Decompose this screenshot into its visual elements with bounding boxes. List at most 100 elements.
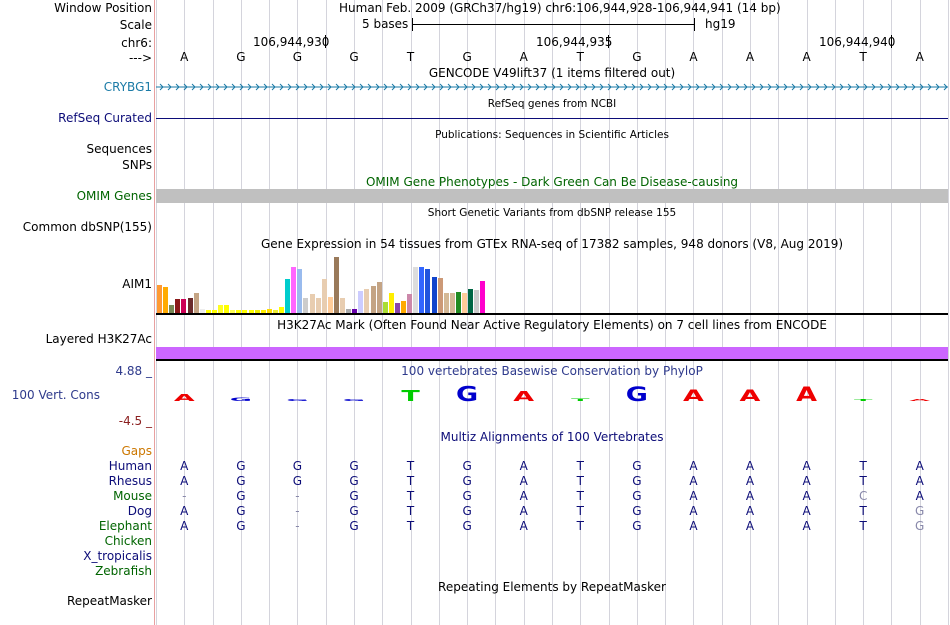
- gtex-tissue-bar[interactable]: [303, 298, 309, 313]
- gtex-tissue-bar[interactable]: [455, 292, 461, 313]
- phylop-label[interactable]: 100 Vert. Cons: [11, 388, 100, 402]
- dbsnp-label[interactable]: Common dbSNP(155): [22, 220, 152, 234]
- multiz-species-label[interactable]: Human: [108, 459, 152, 473]
- gtex-tissue-bar[interactable]: [419, 267, 425, 313]
- omim-track-title[interactable]: OMIM Gene Phenotypes - Dark Green Can Be…: [365, 175, 739, 189]
- gtex-tissue-bar[interactable]: [272, 310, 278, 313]
- multiz-base: A: [802, 459, 811, 473]
- repeatmasker-track-title[interactable]: Repeating Elements by RepeatMasker: [438, 580, 666, 594]
- multiz-gaps-label[interactable]: Gaps: [121, 444, 152, 458]
- publications-sequences-label[interactable]: Sequences: [86, 142, 152, 156]
- multiz-species-label[interactable]: Rhesus: [108, 474, 152, 488]
- gtex-tissue-bar[interactable]: [199, 309, 205, 313]
- gtex-tissue-bar[interactable]: [224, 305, 230, 313]
- phylop-track-title[interactable]: 100 vertebrates Basewise Conservation by…: [401, 364, 703, 378]
- gtex-gene-label[interactable]: AIM1: [122, 277, 152, 291]
- gtex-tissue-bar[interactable]: [407, 294, 413, 313]
- dbsnp-track-title[interactable]: Short Genetic Variants from dbSNP releas…: [427, 207, 677, 219]
- gtex-tissue-bar[interactable]: [218, 305, 224, 313]
- gencode-gene-feature[interactable]: [156, 80, 948, 94]
- gtex-tissue-bar[interactable]: [468, 289, 474, 313]
- multiz-track-title[interactable]: Multiz Alignments of 100 Vertebrates: [440, 430, 664, 444]
- publications-track-title[interactable]: Publications: Sequences in Scientific Ar…: [435, 129, 669, 141]
- gencode-track-title[interactable]: GENCODE V49lift37 (1 items filtered out): [428, 66, 676, 80]
- multiz-species-label[interactable]: Dog: [127, 504, 152, 518]
- refseq-curated-label[interactable]: RefSeq Curated: [58, 111, 152, 125]
- gtex-tissue-bar[interactable]: [205, 310, 211, 313]
- multiz-base: A: [689, 489, 698, 503]
- gtex-tissue-bar[interactable]: [358, 291, 364, 313]
- h3k27ac-label[interactable]: Layered H3K27Ac: [45, 332, 152, 346]
- gtex-tissue-bar[interactable]: [443, 293, 449, 313]
- refseq-track-title[interactable]: RefSeq genes from NCBI: [487, 98, 617, 110]
- multiz-species-label[interactable]: Chicken: [104, 534, 152, 548]
- gtex-tissue-bar[interactable]: [285, 279, 291, 313]
- gtex-tissue-bar[interactable]: [291, 267, 297, 313]
- gtex-tissue-bar[interactable]: [260, 310, 266, 313]
- gtex-tissue-bar[interactable]: [431, 277, 437, 313]
- gtex-tissue-bar[interactable]: [333, 257, 339, 313]
- gtex-tissue-bar[interactable]: [382, 302, 388, 313]
- gtex-tissue-bar[interactable]: [175, 299, 181, 313]
- gtex-tissue-bar[interactable]: [279, 307, 285, 313]
- scale-label: Scale: [119, 18, 152, 32]
- repeatmasker-label[interactable]: RepeatMasker: [66, 594, 152, 608]
- multiz-base: G: [349, 519, 359, 533]
- multiz-base: A: [180, 459, 189, 473]
- gtex-tissue-bar[interactable]: [321, 279, 327, 313]
- gencode-gene-label[interactable]: CRYBG1: [103, 80, 152, 94]
- gtex-tissue-bar[interactable]: [388, 293, 394, 313]
- gtex-tissue-bar[interactable]: [236, 310, 242, 313]
- multiz-base: G: [915, 519, 925, 533]
- omim-feature-bar[interactable]: [156, 189, 948, 203]
- h3k27ac-signal-bar[interactable]: [156, 347, 948, 359]
- gtex-tissue-bar[interactable]: [437, 278, 443, 313]
- multiz-species-label[interactable]: Zebrafish: [95, 564, 152, 578]
- gtex-tissue-bar[interactable]: [163, 287, 169, 313]
- gtex-track-title[interactable]: Gene Expression in 54 tissues from GTEx …: [260, 237, 844, 251]
- gtex-tissue-bar[interactable]: [248, 310, 254, 313]
- h3k27ac-track-title[interactable]: H3K27Ac Mark (Often Found Near Active Re…: [277, 318, 827, 332]
- gtex-tissue-bar[interactable]: [346, 309, 352, 313]
- gtex-tissue-bar[interactable]: [376, 282, 382, 313]
- gtex-tissue-bar[interactable]: [211, 310, 217, 313]
- gtex-tissue-bar[interactable]: [394, 303, 400, 313]
- gtex-tissue-bar[interactable]: [480, 281, 486, 313]
- gtex-tissue-bar[interactable]: [327, 297, 333, 313]
- gtex-tissue-bar[interactable]: [474, 290, 480, 313]
- gtex-tissue-bar[interactable]: [449, 293, 455, 313]
- gtex-tissue-bar[interactable]: [187, 298, 193, 313]
- gtex-tissue-bar[interactable]: [315, 298, 321, 313]
- gtex-tissue-bar[interactable]: [413, 267, 419, 313]
- gtex-tissue-bar[interactable]: [340, 298, 346, 313]
- multiz-base: A: [915, 474, 924, 488]
- multiz-species-label[interactable]: Elephant: [98, 519, 152, 533]
- gtex-tissue-bar[interactable]: [242, 310, 248, 313]
- publications-snps-label[interactable]: SNPs: [122, 158, 152, 172]
- multiz-base: G: [632, 459, 642, 473]
- gtex-tissue-bar[interactable]: [425, 269, 431, 313]
- gtex-tissue-bar[interactable]: [266, 309, 272, 313]
- multiz-species-label[interactable]: X_tropicalis: [83, 549, 152, 563]
- phylop-base-glyph: G: [343, 398, 365, 402]
- gtex-tissue-bar[interactable]: [401, 301, 407, 313]
- gtex-tissue-bar[interactable]: [309, 294, 315, 313]
- gtex-tissue-bar[interactable]: [462, 293, 468, 313]
- gtex-tissue-bar[interactable]: [352, 309, 358, 313]
- gtex-tissue-bar[interactable]: [193, 293, 199, 313]
- gtex-bar-chart[interactable]: [156, 252, 948, 314]
- multiz-species-label[interactable]: Mouse: [113, 489, 152, 503]
- gtex-tissue-bar[interactable]: [230, 310, 236, 313]
- phylop-base-glyph: A: [683, 387, 705, 405]
- multiz-base: G: [632, 474, 642, 488]
- gtex-tissue-bar[interactable]: [254, 310, 260, 313]
- gtex-tissue-bar[interactable]: [181, 299, 187, 313]
- gtex-tissue-bar[interactable]: [370, 286, 376, 313]
- gtex-tissue-bar[interactable]: [169, 305, 175, 313]
- gtex-tissue-bar[interactable]: [297, 269, 303, 313]
- gtex-tissue-bar[interactable]: [364, 289, 370, 313]
- refseq-gene-line[interactable]: [156, 118, 948, 119]
- gtex-tissue-bar[interactable]: [157, 285, 163, 313]
- omim-genes-label[interactable]: OMIM Genes: [76, 189, 152, 203]
